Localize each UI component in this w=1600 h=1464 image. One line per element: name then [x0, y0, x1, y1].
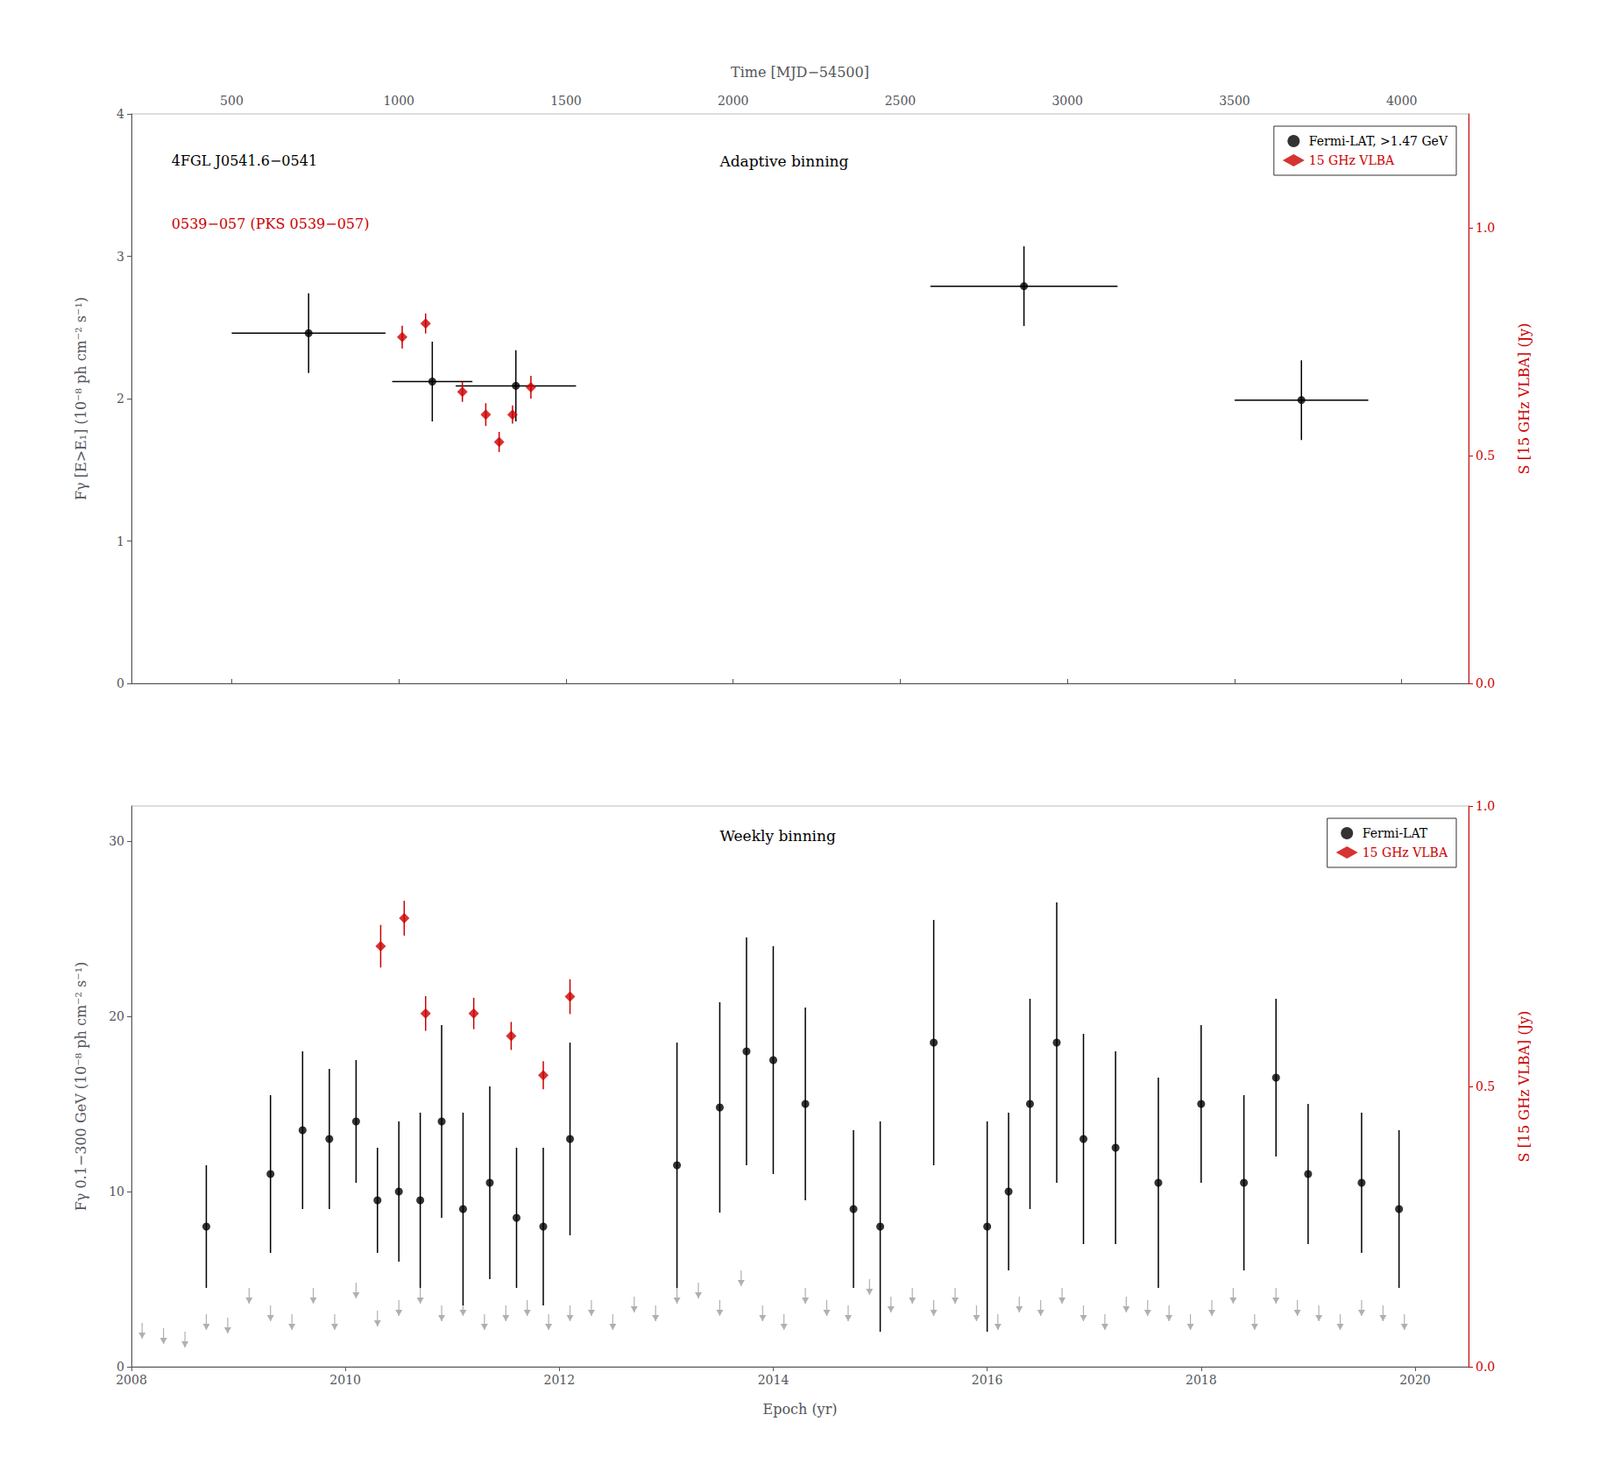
svg-text:Fγ [E>E₁] (10⁻⁸ ph cm⁻² s⁻¹): Fγ [E>E₁] (10⁻⁸ ph cm⁻² s⁻¹) — [72, 297, 90, 501]
svg-text:0.0: 0.0 — [1475, 676, 1495, 691]
svg-text:15 GHz VLBA: 15 GHz VLBA — [1309, 153, 1395, 168]
svg-text:2008: 2008 — [115, 1373, 148, 1388]
svg-text:3000: 3000 — [1051, 93, 1084, 108]
svg-text:0.0: 0.0 — [1475, 1359, 1495, 1374]
svg-text:4FGL J0541.6−0541: 4FGL J0541.6−0541 — [171, 152, 318, 170]
svg-text:0: 0 — [116, 1359, 125, 1374]
svg-text:1.0: 1.0 — [1475, 799, 1495, 814]
svg-text:3500: 3500 — [1218, 93, 1251, 108]
svg-text:20: 20 — [108, 1009, 125, 1024]
svg-text:Time [MJD−54500]: Time [MJD−54500] — [730, 63, 870, 81]
svg-text:2016: 2016 — [971, 1373, 1004, 1388]
svg-text:1.0: 1.0 — [1475, 220, 1495, 235]
svg-text:1500: 1500 — [550, 93, 582, 108]
svg-text:2010: 2010 — [329, 1373, 362, 1388]
svg-text:4000: 4000 — [1386, 93, 1418, 108]
svg-text:4: 4 — [116, 106, 125, 121]
svg-text:3: 3 — [116, 249, 125, 264]
svg-text:30: 30 — [108, 834, 125, 849]
svg-text:2018: 2018 — [1185, 1373, 1218, 1388]
svg-text:15 GHz VLBA: 15 GHz VLBA — [1362, 845, 1449, 860]
svg-text:2: 2 — [116, 391, 125, 406]
svg-text:2014: 2014 — [757, 1373, 790, 1388]
svg-text:2012: 2012 — [543, 1373, 575, 1388]
svg-text:0.5: 0.5 — [1475, 448, 1495, 463]
svg-text:0539−057 (PKS 0539−057): 0539−057 (PKS 0539−057) — [171, 215, 370, 233]
svg-text:500: 500 — [219, 93, 244, 108]
svg-text:Fermi-LAT: Fermi-LAT — [1362, 826, 1429, 841]
svg-text:Weekly binning: Weekly binning — [719, 827, 836, 845]
svg-text:0: 0 — [116, 676, 125, 691]
svg-text:1: 1 — [116, 534, 125, 549]
svg-text:2020: 2020 — [1399, 1373, 1431, 1388]
svg-text:S [15 GHz VLBA] (Jy): S [15 GHz VLBA] (Jy) — [1515, 323, 1533, 475]
svg-text:10: 10 — [108, 1184, 125, 1199]
svg-text:Fermi-LAT, >1.47 GeV: Fermi-LAT, >1.47 GeV — [1309, 134, 1449, 149]
svg-text:2000: 2000 — [717, 93, 750, 108]
svg-text:2500: 2500 — [884, 93, 917, 108]
svg-text:1000: 1000 — [382, 93, 415, 108]
svg-text:Epoch (yr): Epoch (yr) — [762, 1401, 837, 1418]
svg-text:0.5: 0.5 — [1475, 1079, 1495, 1094]
svg-text:S [15 GHz VLBA] (Jy): S [15 GHz VLBA] (Jy) — [1515, 1011, 1533, 1163]
svg-text:Adaptive binning: Adaptive binning — [718, 152, 849, 170]
svg-text:Fγ 0.1−300 GeV (10⁻⁸ ph cm⁻² s: Fγ 0.1−300 GeV (10⁻⁸ ph cm⁻² s⁻¹) — [72, 962, 90, 1212]
